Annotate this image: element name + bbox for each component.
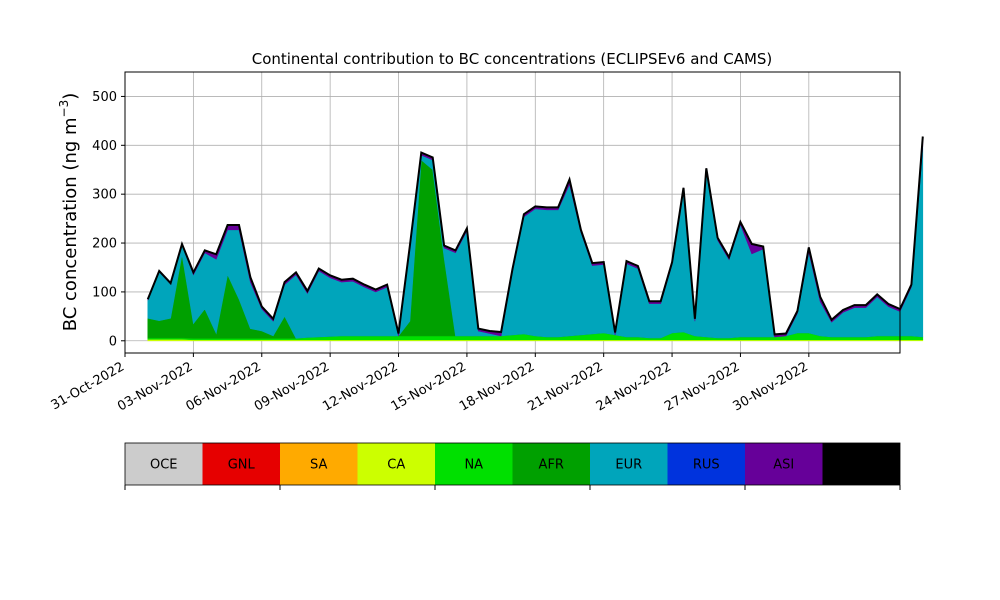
x-tick-label: 09-Nov-2022 [252,359,332,414]
legend-frame [124,442,901,486]
stacked-areas [146,136,924,342]
legend-swatch-eur [590,443,668,485]
legend-swatch-gnl [202,443,280,485]
legend-swatch-afr [512,443,590,485]
legend-label-aus: AUS [848,458,875,473]
legend-label-sa: SA [310,458,327,473]
x-tick-label: 27-Nov-2022 [662,359,742,414]
x-tick-label: 18-Nov-2022 [457,359,537,414]
total-outline [146,136,924,336]
y-tick-label: 0 [109,334,117,349]
x-tick-label: 06-Nov-2022 [183,359,263,414]
x-tick-label: 21-Nov-2022 [525,359,605,414]
y-axis: 0 100 200 300 400 500 [92,90,125,349]
legend-colorbar: OCE GNL SA CA NA AFR EUR RUS ASI AUS [124,442,901,490]
x-tick-label: 24-Nov-2022 [594,359,674,414]
y-tick-label: 100 [92,285,117,300]
legend-label-ca: CA [387,458,405,473]
y-tick-label: 300 [92,188,117,203]
legend-swatch-asi [745,443,823,485]
legend-swatch-na [435,443,513,485]
legend-label-oce: OCE [150,458,178,473]
legend-swatch-oce [125,443,203,485]
x-axis: 31-Oct-202203-Nov-202206-Nov-202209-Nov-… [49,353,811,414]
x-tick-label: 31-Oct-2022 [49,359,127,413]
legend-label-afr: AFR [539,458,564,473]
x-tick-label: 15-Nov-2022 [389,359,469,414]
legend-swatch-aus [822,443,900,485]
legend-label-rus: RUS [693,458,720,473]
y-axis-label: BC concentration (ng m−3) [57,93,81,332]
x-tick-label: 12-Nov-2022 [320,359,400,414]
x-tick-label: 03-Nov-2022 [115,359,195,414]
x-tick-label: 30-Nov-2022 [731,359,811,414]
legend-label-asi: ASI [773,458,794,473]
legend-label-eur: EUR [615,458,642,473]
legend-label-gnl: GNL [228,458,256,473]
plot-frame [124,71,901,354]
y-tick-label: 500 [92,90,117,105]
legend-swatch-rus [667,443,745,485]
legend-label-na: NA [464,458,483,473]
y-tick-label: 200 [92,237,117,252]
chart-title: Continental contribution to BC concentra… [252,50,773,68]
legend-swatch-sa [280,443,358,485]
legend-swatch-ca [357,443,435,485]
y-tick-label: 400 [92,139,117,154]
